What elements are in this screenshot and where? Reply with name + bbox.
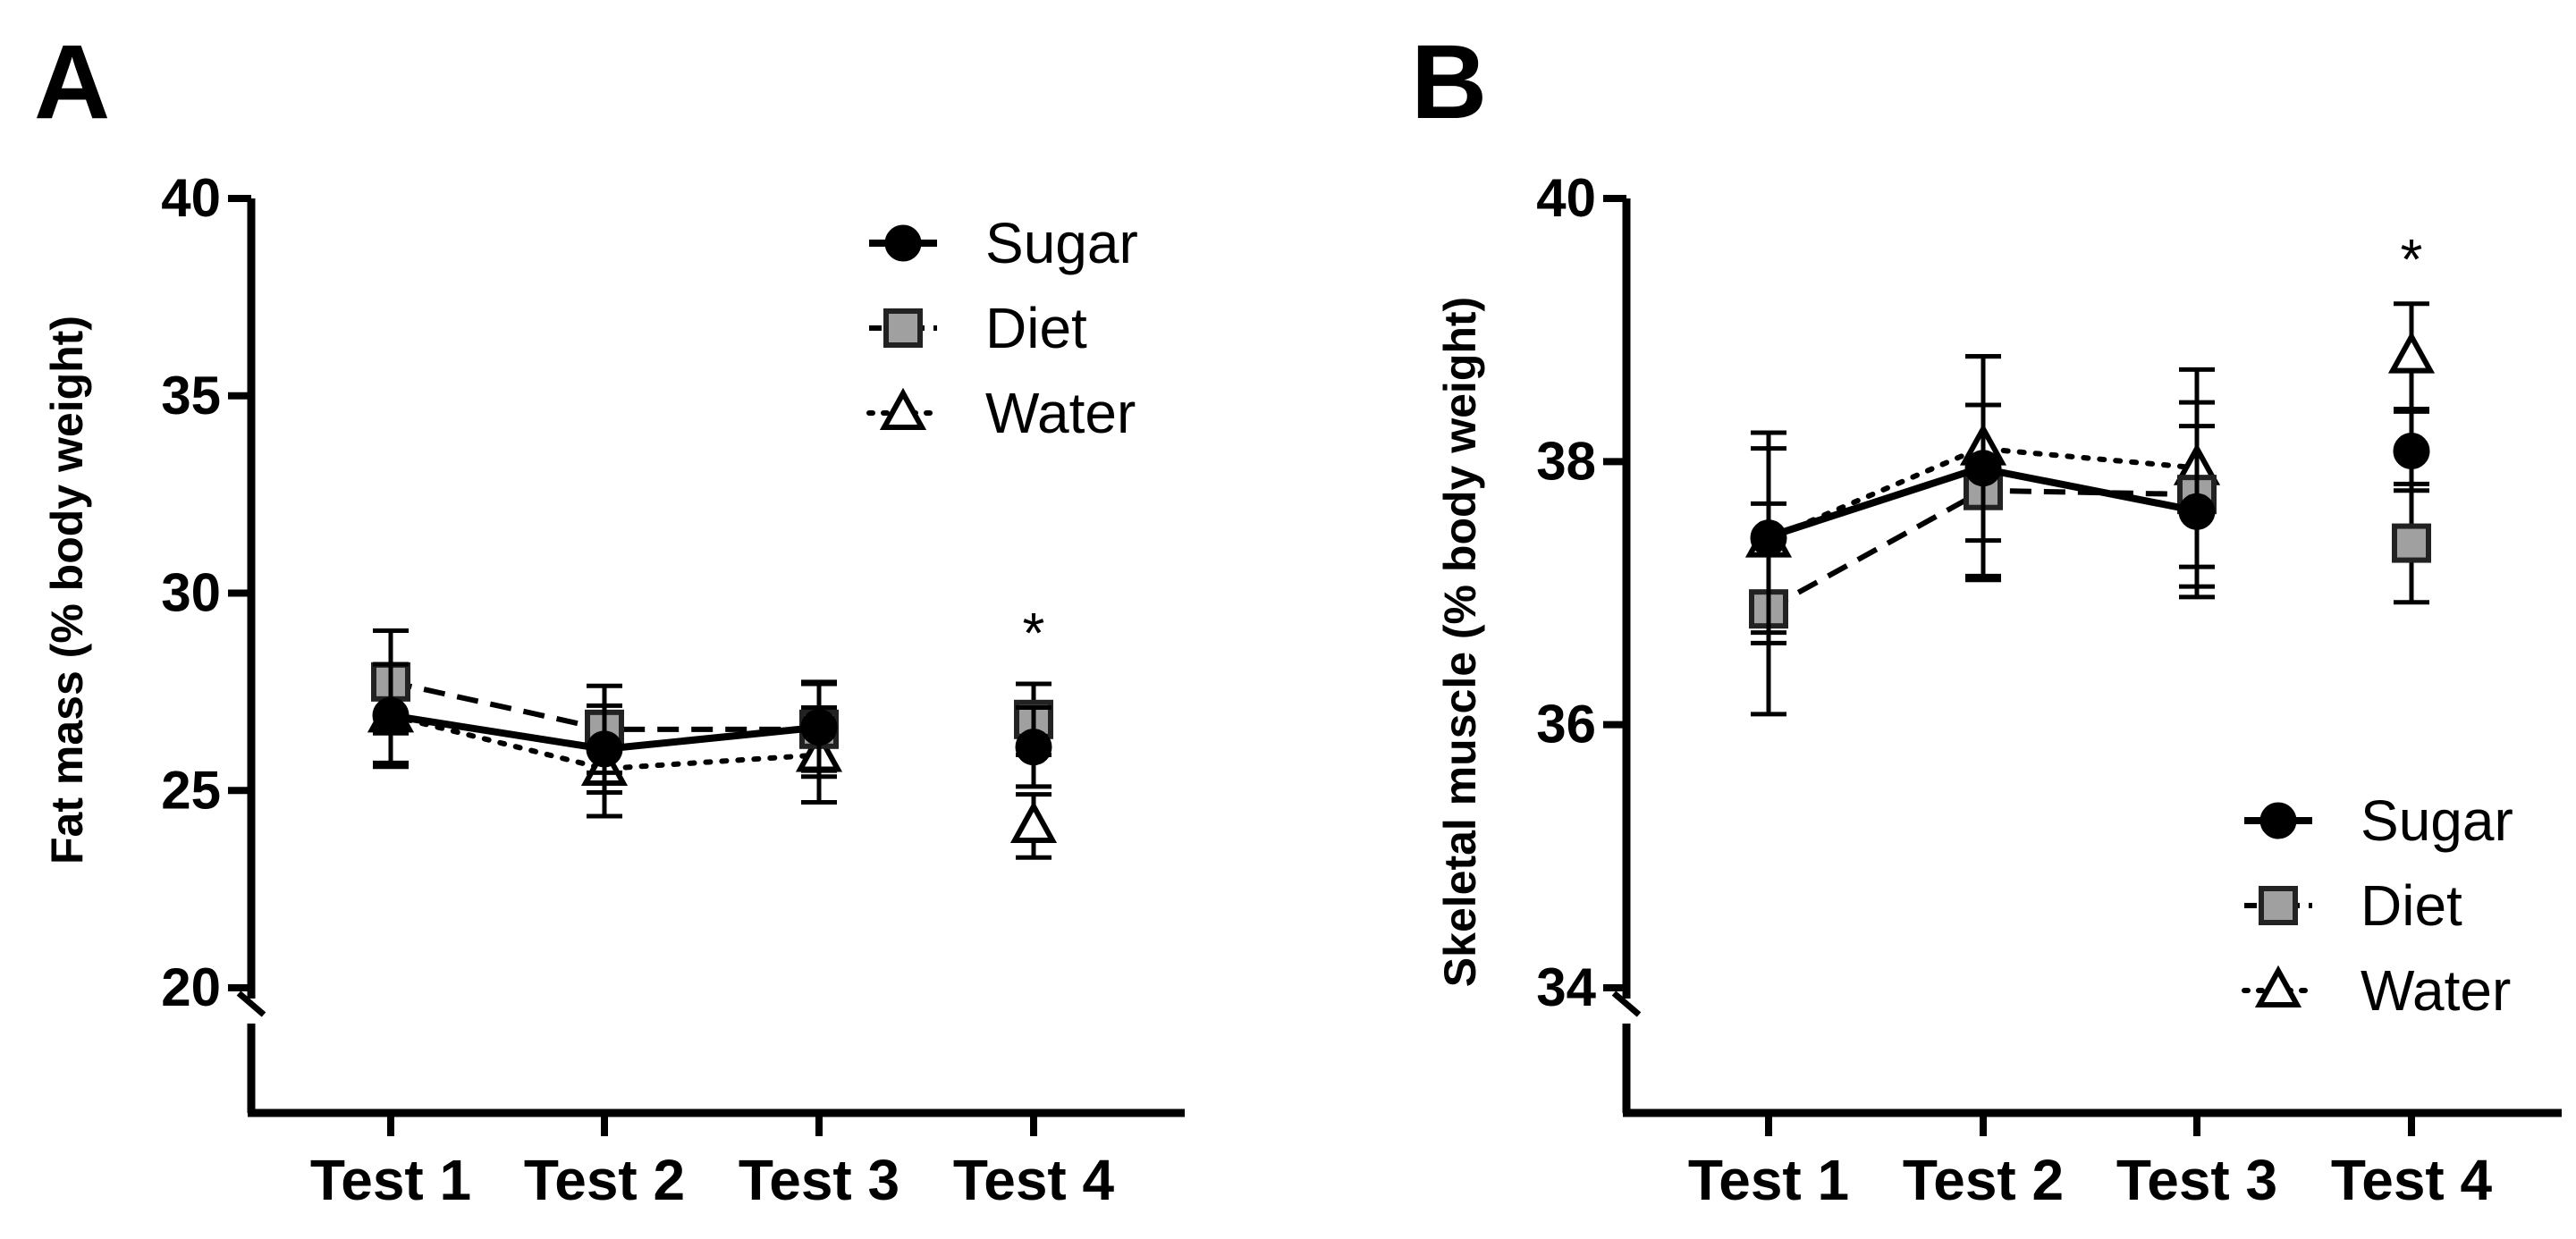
legend-marker xyxy=(2259,886,2298,925)
series-sugar xyxy=(372,662,1052,795)
series-line xyxy=(1762,445,2203,544)
legend-label: Diet xyxy=(985,296,1087,360)
x-tick-label: Test 1 xyxy=(310,1148,471,1212)
legend: Sugar Diet Water xyxy=(866,211,1138,445)
x-tick-label: Test 3 xyxy=(2116,1148,2277,1212)
x-tick-label: Test 2 xyxy=(1903,1148,2064,1212)
series-sugar xyxy=(1750,354,2430,645)
x-tick-label: Test 1 xyxy=(1688,1148,1849,1212)
plot-area: 34 36 38 40 Test 1 Test 2 Test 3 Test 4 * Sugar Di… xyxy=(1536,168,2562,1212)
data-point xyxy=(2178,493,2216,530)
data-point xyxy=(586,730,623,768)
legend-marker xyxy=(883,308,923,348)
data-point xyxy=(1750,519,1787,557)
data-point xyxy=(2393,433,2430,470)
legend-marker xyxy=(884,224,922,262)
panel-b: B Skeletal muscle (% body weight) 34 36 38… xyxy=(1411,23,2562,1212)
data-point xyxy=(372,696,410,734)
panel-label: A xyxy=(34,23,110,141)
significance-marker: * xyxy=(1023,601,1045,665)
x-tick-label: Test 3 xyxy=(739,1148,899,1212)
legend-label: Water xyxy=(2361,958,2511,1023)
axis-break-mark xyxy=(1611,990,1642,1017)
panel-label: B xyxy=(1411,23,1487,141)
y-tick-label: 25 xyxy=(161,760,221,820)
data-point xyxy=(1009,800,1058,843)
y-tick-label: 40 xyxy=(161,168,221,228)
data-point xyxy=(1015,729,1052,766)
plot-area: 20 25 30 35 40 Test 1 Test 2 Test 3 Test 4 * Sugar… xyxy=(161,168,1185,1212)
significance-marker: * xyxy=(2401,227,2423,291)
axis-break-mark xyxy=(236,990,266,1017)
y-tick-label: 20 xyxy=(161,957,221,1017)
y-axis-label: Fat mass (% body weight) xyxy=(42,316,92,864)
data-point xyxy=(800,709,838,746)
x-tick-label: Test 4 xyxy=(953,1148,1115,1212)
data-point xyxy=(2387,331,2436,374)
legend-label: Sugar xyxy=(985,211,1138,275)
x-tick-label: Test 4 xyxy=(2331,1148,2493,1212)
legend-label: Sugar xyxy=(2361,788,2513,853)
y-tick-label: 30 xyxy=(161,563,221,623)
data-point xyxy=(2392,523,2431,563)
legend: Sugar Diet Water xyxy=(2242,788,2513,1023)
x-tick-label: Test 2 xyxy=(524,1148,685,1212)
y-tick-label: 34 xyxy=(1536,957,1596,1017)
y-tick-label: 35 xyxy=(161,366,221,426)
panel-a: A Fat mass (% body weight) 20 25 30 35 40 Tes… xyxy=(34,23,1185,1212)
series-water xyxy=(367,665,1058,860)
data-point xyxy=(1964,450,2002,487)
legend-marker xyxy=(2254,965,2302,1007)
series-diet xyxy=(1749,400,2431,717)
legend-marker xyxy=(879,387,927,430)
series-water xyxy=(1744,301,2436,636)
legend-marker xyxy=(2259,802,2297,839)
legend-label: Diet xyxy=(2361,873,2462,938)
y-tick-label: 36 xyxy=(1536,695,1596,754)
series-diet xyxy=(371,628,1053,780)
y-axis-label: Skeletal muscle (% body weight) xyxy=(1435,297,1485,987)
y-tick-label: 40 xyxy=(1536,168,1596,228)
y-tick-label: 38 xyxy=(1536,431,1596,491)
legend-label: Water xyxy=(985,381,1136,445)
